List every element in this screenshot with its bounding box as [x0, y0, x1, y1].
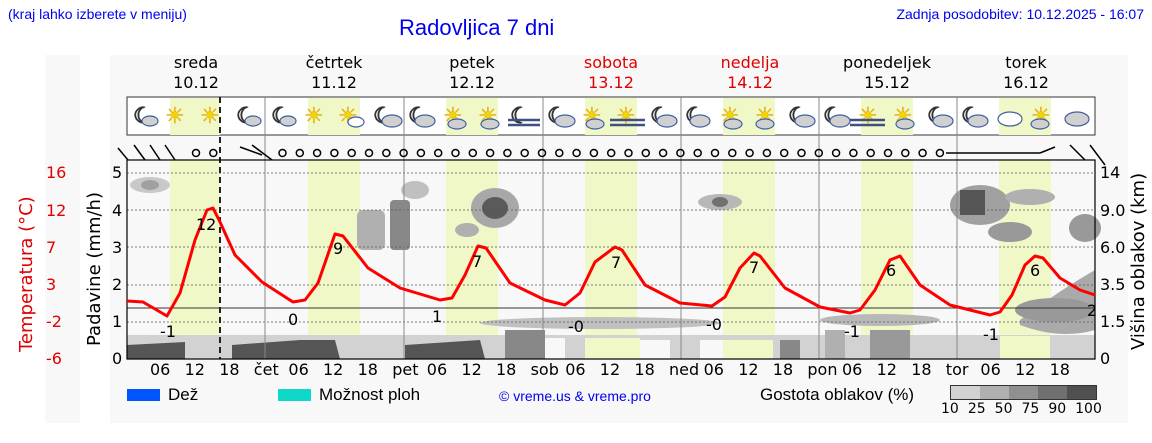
x-tick: pet [392, 360, 419, 379]
temperature-axis-panel [45, 55, 80, 423]
x-axis-ticks: 06 12 18 čet 06 12 18 pet 06 12 18 sob 06 12 18 ned 06 12… [150, 360, 1100, 382]
svg-text:-1: -1 [160, 322, 176, 341]
x-tick: 06 [842, 360, 863, 379]
cloud-height-tick: 14 [1100, 163, 1121, 182]
x-tick: 12 [461, 360, 482, 379]
precip-tick: 2 [112, 275, 123, 294]
svg-text:☀: ☀ [616, 104, 636, 129]
svg-text:6: 6 [886, 261, 896, 280]
temperature-line [126, 206, 1096, 318]
x-tick: 18 [357, 360, 378, 379]
precipitation-axis-label: Padavine (mm/h) [84, 192, 105, 346]
temp-tick: 7 [46, 238, 57, 257]
cloud-density-scale [950, 385, 1097, 400]
svg-text:12: 12 [196, 215, 216, 234]
cloud-height-axis-label: Višina oblakov (km) [1128, 172, 1149, 350]
x-tick: 18 [219, 360, 240, 379]
temp-tick: -6 [46, 349, 62, 368]
x-tick: čet [253, 360, 279, 379]
svg-text:0: 0 [288, 310, 298, 329]
wind-barbs [117, 144, 1106, 166]
temp-tick: 3 [46, 275, 57, 294]
x-tick: 18 [772, 360, 794, 379]
cloud-density-ticks: 10 25 50 75 90 100 [941, 401, 1102, 417]
precip-tick: 5 [112, 163, 123, 182]
day-header: petek 12.12 [449, 53, 495, 92]
day-header: torek 16.12 [1003, 53, 1049, 92]
x-tick: 12 [323, 360, 344, 379]
svg-text:☀: ☀ [200, 104, 220, 129]
last-updated: Zadnja posodobitev: 10.12.2025 - 16:07 [896, 6, 1144, 22]
x-tick: sob [530, 360, 559, 379]
svg-text:☾: ☾ [510, 104, 530, 129]
x-tick: 06 [288, 360, 309, 379]
x-tick: tor [945, 360, 969, 379]
x-tick: 18 [1049, 360, 1070, 379]
x-tick: 12 [738, 360, 759, 379]
temp-tick: -2 [46, 312, 62, 331]
day-header: sreda 10.12 [173, 53, 219, 92]
temp-tick: 16 [46, 163, 67, 182]
svg-text:-0: -0 [568, 317, 584, 336]
temp-tick: 12 [46, 201, 67, 220]
cloud-height-tick: 0 [1100, 349, 1111, 368]
cloud-density-label: Gostota oblakov (%) [760, 385, 915, 404]
x-tick: ned [669, 360, 700, 379]
precip-tick: 0 [112, 349, 123, 368]
precip-tick: 1 [112, 312, 123, 331]
svg-text:-0: -0 [706, 315, 722, 334]
svg-text:7: 7 [611, 253, 621, 272]
showers-swatch [278, 389, 311, 401]
day-header: ponedeljek 15.12 [843, 53, 931, 92]
svg-text:6: 6 [1030, 261, 1040, 280]
svg-text:7: 7 [472, 252, 482, 271]
svg-text:☀: ☀ [858, 104, 878, 129]
x-tick: 12 [184, 360, 205, 379]
cloud-height-tick: 6.0 [1100, 238, 1126, 257]
x-tick: 18 [634, 360, 655, 379]
weather-icons: ☀☀ ☀☀ ☀☀ ☀☀ ☀☀ ☀☀ ☀ ☾☾☾ ☾☾☾ ☾☾☾ ☾☾☾ ☾ [133, 104, 1090, 130]
x-tick: 18 [911, 360, 932, 379]
svg-text:1: 1 [432, 307, 442, 326]
temperature-axis-label: Temperatura (°C) [16, 196, 37, 352]
cloud-height-tick: 9.0 [1100, 201, 1126, 220]
precip-tick: 3 [112, 238, 123, 257]
svg-text:2: 2 [1087, 301, 1097, 320]
rain-legend-label: Dež [168, 385, 199, 404]
x-tick: 06 [426, 360, 448, 379]
cloud-density-shapes [127, 177, 1101, 359]
cloud-height-tick: 3.5 [1100, 275, 1126, 294]
x-tick: 06 [565, 360, 586, 379]
page-title: Radovljica 7 dni [399, 15, 555, 40]
svg-text:7: 7 [749, 258, 759, 277]
svg-text:-1: -1 [983, 325, 999, 344]
showers-legend-label: Možnost ploh [319, 385, 421, 404]
x-tick: 12 [876, 360, 897, 379]
x-tick: 12 [599, 360, 621, 379]
temperature-labels: 12 -1 9 0 7 1 7 -0 7 -0 6 -1 6 -1 2 [160, 215, 1097, 344]
precip-tick: 4 [112, 201, 123, 220]
rain-swatch [127, 389, 160, 401]
svg-text:9: 9 [333, 239, 343, 258]
location-hint[interactable]: (kraj lahko izberete v meniju) [8, 6, 187, 22]
x-tick: 12 [1015, 360, 1036, 379]
day-header: sobota 13.12 [583, 53, 639, 92]
x-tick: 18 [496, 360, 517, 379]
day-header: nedelja 14.12 [720, 53, 780, 92]
x-tick: 06 [703, 360, 724, 379]
svg-text:☀: ☀ [304, 104, 324, 129]
svg-text:☀: ☀ [165, 104, 185, 129]
day-header: četrtek 11.12 [305, 53, 363, 92]
copyright-link[interactable]: © vreme.us & vreme.pro [499, 388, 651, 404]
x-tick: pon [807, 360, 838, 379]
x-tick: 06 [980, 360, 1001, 379]
cloud-height-tick: 1.5 [1100, 312, 1126, 331]
svg-text:-1: -1 [844, 322, 860, 341]
x-tick: 06 [150, 360, 171, 379]
